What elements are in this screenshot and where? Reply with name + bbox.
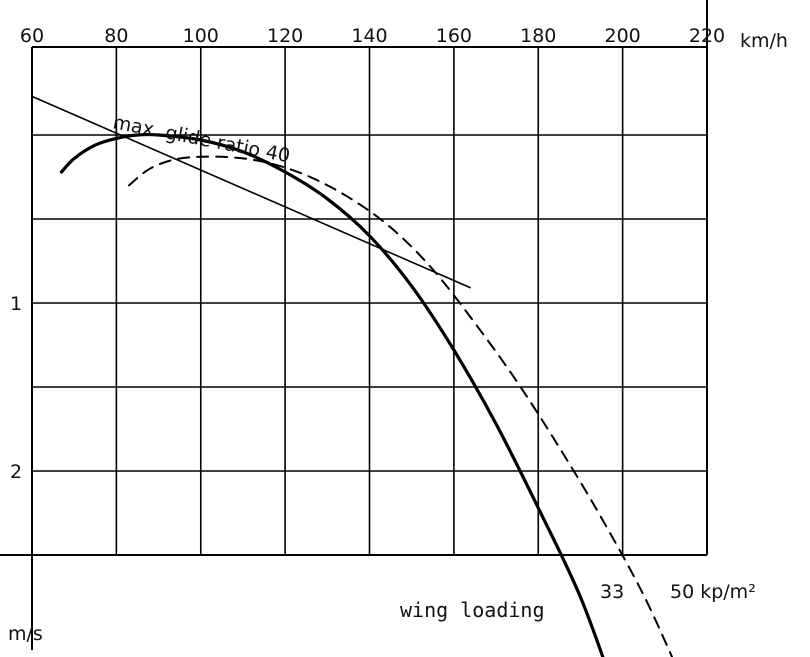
x-tick-220: 220 [689, 25, 725, 47]
y-tick-1: 1 [10, 293, 22, 315]
x-tick-100: 100 [183, 25, 219, 47]
x-tick-160: 160 [436, 25, 472, 47]
polar-curve-dashed [128, 155, 674, 657]
polar-curve-solid [59, 132, 605, 657]
x-tick-200: 200 [604, 25, 640, 47]
x-tick-180: 180 [520, 25, 556, 47]
series [31, 95, 674, 657]
tangent-line [31, 95, 472, 289]
x-tick-80: 80 [104, 25, 128, 47]
grid [0, 0, 708, 650]
y-tick-labels: 12 [10, 293, 22, 483]
x-tick-labels: 60 80 100 120 140 160 180 200 220 [20, 25, 725, 47]
wing-loading-label: wing loading [400, 598, 545, 622]
x-tick-140: 140 [351, 25, 387, 47]
x-tick-120: 120 [267, 25, 303, 47]
load-low-label: 33 [600, 581, 624, 603]
x-tick-60: 60 [20, 25, 44, 47]
x-axis-unit: km/h [740, 30, 788, 52]
y-tick-2: 2 [10, 461, 22, 483]
y-axis-unit: m/s [8, 623, 43, 645]
load-high-label: 50 kp/m² [670, 581, 756, 603]
